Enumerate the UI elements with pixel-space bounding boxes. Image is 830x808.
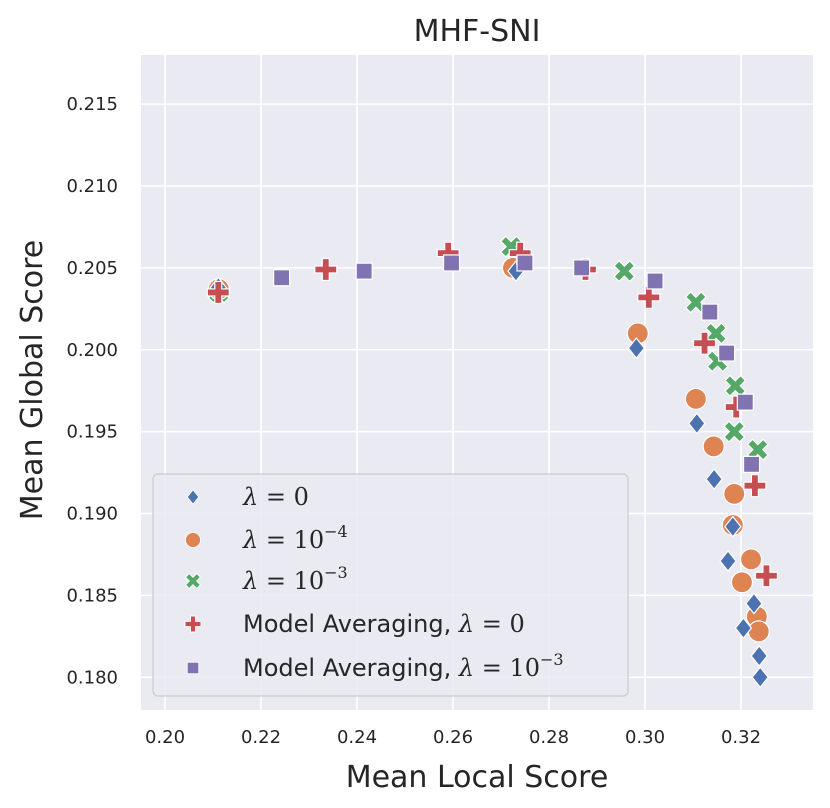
data-point-square bbox=[717, 344, 736, 362]
data-points bbox=[206, 235, 779, 689]
data-point-square bbox=[736, 393, 754, 411]
y-tick-label: 0.215 bbox=[66, 94, 118, 115]
data-point-circle bbox=[723, 482, 746, 505]
x-tick-label: 0.30 bbox=[625, 727, 665, 748]
legend-label-sym: λ bbox=[242, 567, 258, 595]
y-tick-label: 0.205 bbox=[66, 258, 118, 279]
legend-marker bbox=[184, 615, 202, 633]
data-point-circle bbox=[747, 620, 770, 643]
x-tick-label: 0.26 bbox=[433, 727, 473, 748]
data-point-diamond bbox=[705, 468, 723, 491]
axis-ticks: 0.20 0.22 0.24 0.26 0.28 0.30 0.32 0.180 0.185 0.… bbox=[66, 94, 761, 748]
legend-label: Model Averaging, λ = 0 bbox=[243, 610, 525, 638]
legend-marker bbox=[185, 573, 201, 589]
legend-label-eq: = bbox=[258, 567, 293, 595]
legend-label-sym: λ bbox=[242, 526, 258, 554]
chart-title: MHF-SNI bbox=[414, 14, 541, 49]
data-point-plus bbox=[692, 331, 717, 355]
legend-label-base: 10 bbox=[509, 654, 540, 682]
data-point-plus bbox=[754, 564, 779, 588]
x-axis-label: Mean Local Score bbox=[346, 760, 609, 795]
legend-marker bbox=[186, 661, 200, 675]
legend-marker bbox=[185, 532, 201, 548]
x-tick-label: 0.22 bbox=[241, 727, 281, 748]
legend-box bbox=[152, 473, 629, 697]
data-point-square bbox=[742, 455, 761, 473]
legend-label-base: 0 bbox=[294, 483, 309, 511]
legend-label-sym: λ bbox=[458, 654, 474, 682]
data-point-diamond bbox=[745, 592, 763, 615]
legend-label-eq: = bbox=[474, 610, 509, 638]
legend-label-sym: λ bbox=[458, 610, 474, 638]
data-point-diamond bbox=[750, 645, 769, 667]
data-point-plus bbox=[206, 280, 230, 305]
data-point-x bbox=[684, 291, 707, 314]
data-point-square bbox=[355, 262, 373, 280]
data-point-square bbox=[701, 303, 719, 321]
legend-label: λ = 10−3 bbox=[242, 563, 348, 595]
legend-label-eq: = bbox=[258, 526, 293, 554]
data-point-plus bbox=[743, 474, 767, 498]
x-tick-label: 0.20 bbox=[145, 727, 185, 748]
data-point-diamond bbox=[724, 515, 742, 538]
data-point-square bbox=[646, 272, 664, 290]
data-point-square bbox=[273, 269, 291, 287]
data-point-circle bbox=[739, 548, 763, 571]
data-point-plus bbox=[314, 257, 338, 282]
data-point-plus bbox=[637, 285, 661, 309]
y-tick-label: 0.185 bbox=[66, 585, 118, 606]
y-tick-label: 0.180 bbox=[66, 667, 118, 688]
data-point-diamond bbox=[734, 617, 753, 640]
legend-label-eq: = bbox=[258, 483, 293, 511]
y-axis-label: Mean Global Score bbox=[15, 240, 50, 521]
legend-label-prefix: Model Averaging, bbox=[243, 654, 459, 682]
y-tick-label: 0.210 bbox=[66, 176, 118, 197]
x-tick-label: 0.28 bbox=[529, 727, 569, 748]
legend-label: λ = 0 bbox=[242, 483, 309, 511]
legend-label-eq: = bbox=[474, 654, 509, 682]
data-point-x bbox=[723, 420, 746, 443]
y-tick-label: 0.200 bbox=[66, 340, 118, 361]
data-point-diamond bbox=[688, 412, 706, 435]
data-point-circle bbox=[684, 387, 707, 410]
legend-label-exponent: −4 bbox=[324, 522, 348, 541]
legend-label-exponent: −3 bbox=[324, 563, 348, 582]
data-point-square bbox=[442, 254, 461, 272]
data-point-square bbox=[573, 259, 591, 277]
data-point-circle bbox=[702, 435, 725, 458]
legend-label-exponent: −3 bbox=[540, 650, 564, 669]
legend-label: λ = 10−4 bbox=[242, 522, 348, 554]
y-tick-label: 0.190 bbox=[66, 504, 118, 525]
data-point-diamond bbox=[719, 550, 737, 572]
data-point-diamond bbox=[627, 337, 646, 360]
data-point-diamond bbox=[751, 666, 769, 689]
data-point-x bbox=[613, 260, 636, 283]
legend-label: Model Averaging, λ = 10−3 bbox=[243, 650, 564, 682]
legend-marker bbox=[186, 489, 200, 505]
legend-label-base: 10 bbox=[294, 526, 325, 554]
data-point-circle bbox=[730, 571, 754, 594]
legend-label-sym: λ bbox=[242, 483, 258, 511]
y-tick-label: 0.195 bbox=[66, 422, 118, 443]
x-tick-label: 0.24 bbox=[337, 727, 377, 748]
legend-label-base: 10 bbox=[294, 567, 325, 595]
x-tick-label: 0.32 bbox=[721, 727, 761, 748]
legend-label-base: 0 bbox=[509, 610, 524, 638]
data-point-x bbox=[724, 374, 747, 397]
data-point-square bbox=[516, 254, 534, 272]
legend-label-prefix: Model Averaging, bbox=[243, 610, 459, 638]
